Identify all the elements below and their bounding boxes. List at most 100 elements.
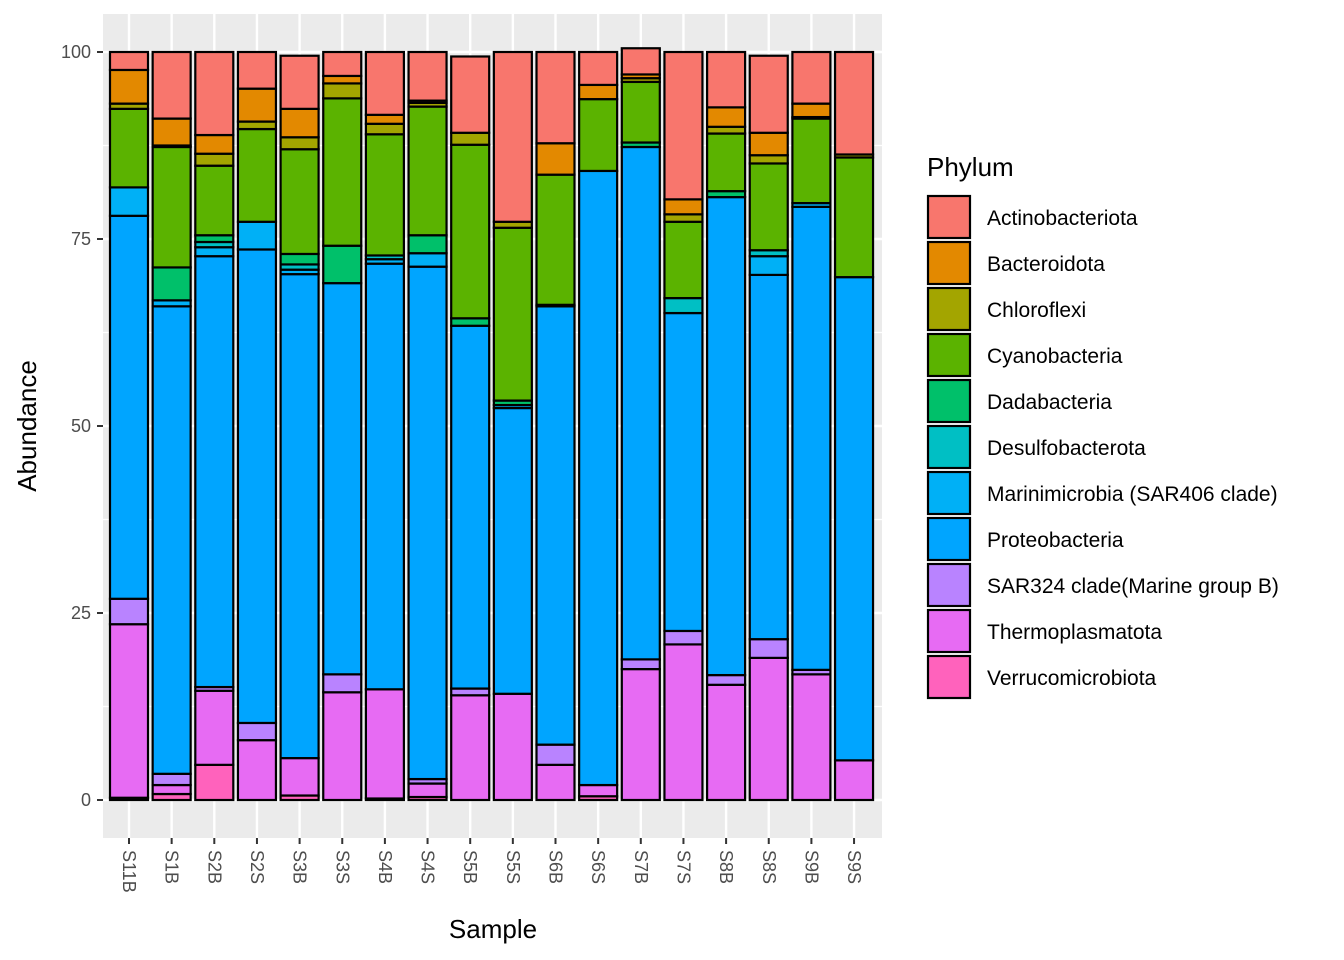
- x-axis: S11B S1B S2B S2S S3B S3S S4B S4S S5B S5S S6B S6S S7B…: [119, 838, 864, 893]
- x-tick-label: S2B: [204, 850, 224, 884]
- bar-segment: [194, 152, 235, 167]
- bar-segment: [407, 105, 448, 237]
- bar-segment: [151, 783, 192, 796]
- bar-segment: [450, 131, 491, 146]
- bar-segment: [450, 324, 491, 690]
- bar-segment: [108, 597, 150, 626]
- bar-segment: [578, 98, 619, 173]
- bar-segment: [322, 673, 363, 694]
- bar-segment: [108, 214, 150, 600]
- bar-segment: [151, 117, 192, 147]
- legend-label: SAR324 clade(Marine group B): [987, 575, 1279, 598]
- bar-segment: [236, 87, 278, 123]
- bar-segment: [236, 50, 278, 90]
- bar-segment: [663, 213, 704, 223]
- bar-segment: [450, 317, 491, 327]
- bar-segment: [791, 205, 832, 671]
- legend-swatch: [926, 378, 972, 424]
- bar-segment: [791, 673, 832, 802]
- bar-segment: [322, 691, 363, 802]
- legend-label: Proteobacteria: [987, 529, 1124, 552]
- bar-segment: [620, 80, 661, 144]
- bar-segment: [279, 54, 320, 110]
- legend-swatch: [926, 470, 972, 516]
- bar-segment: [620, 658, 661, 671]
- bar-segment: [663, 220, 704, 300]
- bar-segment: [407, 234, 448, 255]
- bar-segment: [108, 107, 150, 189]
- bar-segment: [663, 629, 704, 646]
- x-tick-label: S6B: [546, 850, 566, 884]
- bar-segment: [450, 55, 491, 134]
- bar-segment: [578, 50, 619, 87]
- bar-segment: [236, 721, 278, 742]
- x-tick-label: S9B: [801, 850, 821, 884]
- bar-segment: [194, 246, 235, 258]
- bar-segment: [492, 406, 533, 695]
- bar-segment: [279, 757, 320, 797]
- y-tick-label: 50: [71, 416, 91, 436]
- y-tick-label: 100: [61, 42, 91, 62]
- bar-segment: [151, 145, 192, 269]
- bar-segment: [748, 273, 789, 641]
- bars: [108, 47, 875, 802]
- bar-segment: [236, 127, 278, 223]
- x-tick-label: S6S: [588, 850, 608, 884]
- bar-segment: [407, 782, 448, 799]
- legend-label: Bacteroidota: [987, 253, 1105, 276]
- x-tick-label: S7B: [631, 850, 651, 884]
- bar-segment: [748, 154, 789, 165]
- y-tick-label: 25: [71, 603, 91, 623]
- legend-swatch: [926, 286, 972, 332]
- bar-segment: [279, 107, 320, 139]
- bar-segment: [748, 54, 789, 134]
- x-tick-label: S8S: [759, 850, 779, 884]
- bar-segment: [279, 148, 320, 256]
- legend-swatch: [926, 424, 972, 470]
- bar-segment: [620, 667, 661, 802]
- legend-label: Thermoplasmatota: [987, 621, 1162, 644]
- bar-segment: [748, 255, 789, 277]
- legend-label: Dadabacteria: [987, 391, 1112, 414]
- legend: Phylum Actinobacteriota Bacteroidota Chlor…: [926, 152, 1279, 700]
- legend-label: Cyanobacteria: [987, 345, 1123, 368]
- legend-swatch: [926, 516, 972, 562]
- legend-label: Chloroflexi: [987, 299, 1086, 322]
- bar-segment: [791, 50, 832, 105]
- x-tick-label: S4S: [418, 850, 438, 884]
- bar-segment: [833, 759, 875, 802]
- bar-segment: [663, 50, 704, 201]
- bar-segment: [492, 692, 533, 802]
- bar-segment: [236, 120, 278, 131]
- bar-segment: [279, 273, 320, 760]
- x-tick-label: S3B: [290, 850, 310, 884]
- bar-segment: [108, 186, 150, 217]
- bar-segment: [407, 265, 448, 781]
- bar-segment: [322, 74, 363, 85]
- bar-segment: [407, 50, 448, 102]
- bar-segment: [535, 142, 576, 176]
- x-tick-label: S4B: [375, 850, 395, 884]
- bar-segment: [364, 688, 405, 800]
- legend-swatch: [926, 240, 972, 286]
- bar-segment: [535, 173, 576, 306]
- legend-swatch: [926, 562, 972, 608]
- bar-segment: [279, 252, 320, 266]
- bar-segment: [194, 50, 235, 137]
- legend-label: Marinimicrobia (SAR406 clade): [987, 483, 1278, 506]
- bar-segment: [791, 102, 832, 119]
- bar-segment: [663, 311, 704, 633]
- bar-segment: [151, 772, 192, 787]
- bar-segment: [663, 643, 704, 802]
- bar-segment: [748, 162, 789, 252]
- bar-segment: [748, 131, 789, 157]
- y-axis: 0 25 50 75 100: [61, 42, 103, 810]
- bar-segment: [578, 783, 619, 798]
- x-axis-title: Sample: [449, 914, 537, 944]
- x-tick-label: S5B: [460, 850, 480, 884]
- x-tick-label: S1B: [162, 850, 182, 884]
- x-tick-label: S7S: [673, 850, 693, 884]
- bar-segment: [322, 50, 363, 78]
- legend-title: Phylum: [927, 152, 1014, 182]
